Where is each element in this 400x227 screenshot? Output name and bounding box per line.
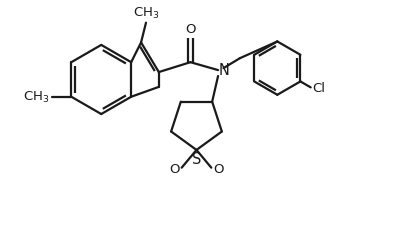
Text: CH$_3$: CH$_3$ [23,90,50,105]
Text: O: O [185,22,196,35]
Text: S: S [192,151,201,166]
Text: O: O [213,163,224,175]
Text: CH$_3$: CH$_3$ [133,6,159,21]
Text: O: O [169,163,180,175]
Text: Cl: Cl [313,81,326,94]
Text: N: N [219,62,230,77]
